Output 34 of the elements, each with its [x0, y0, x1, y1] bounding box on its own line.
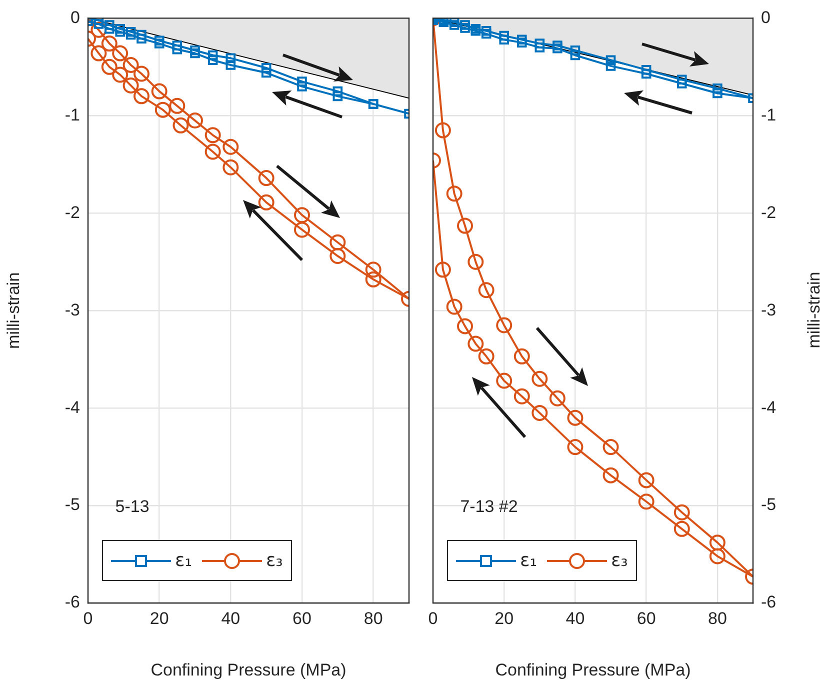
y-tick-label: -3	[64, 300, 80, 320]
y-tick-label: -6	[64, 592, 80, 612]
legend-label: ε₃	[266, 550, 283, 571]
x-tick-label: 0	[83, 608, 93, 628]
y-tick-label: -5	[761, 495, 776, 514]
x-tick-label: 60	[292, 608, 312, 628]
y-tick-label: 0	[70, 8, 80, 27]
y-tick-label: -6	[761, 592, 776, 612]
y-tick-label: -3	[761, 300, 776, 320]
y-tick-label: -1	[761, 105, 776, 124]
x-tick-label: 60	[636, 608, 656, 628]
y-tick-label: -4	[761, 398, 776, 417]
x-axis-title: Confining Pressure (MPa)	[495, 660, 691, 680]
x-tick-label: 40	[221, 608, 240, 628]
x-tick-label: 20	[150, 608, 169, 628]
legend-label: ε₁	[175, 550, 192, 571]
y-tick-label: -5	[64, 495, 80, 514]
x-tick-label: 0	[428, 608, 438, 628]
y-tick-label: 0	[761, 8, 770, 27]
x-axis-title: Confining Pressure (MPa)	[150, 660, 346, 680]
legend-label: ε₃	[610, 550, 628, 571]
y-tick-label: -4	[64, 398, 80, 417]
y-tick-label: -1	[64, 105, 80, 124]
legend-label: ε₁	[520, 550, 537, 571]
y-tick-label: -2	[64, 202, 80, 222]
annotation: 5-13	[115, 496, 150, 516]
text: milli-strain	[804, 272, 824, 348]
x-tick-label: 40	[566, 608, 585, 628]
x-tick-label: 20	[494, 608, 514, 628]
x-tick-label: 80	[364, 608, 383, 628]
x-tick-label: 80	[708, 608, 727, 628]
y-axis-title: milli-strain	[4, 272, 23, 349]
y-tick-label: -2	[761, 202, 776, 222]
annotation: 7-13 #2	[460, 496, 518, 516]
